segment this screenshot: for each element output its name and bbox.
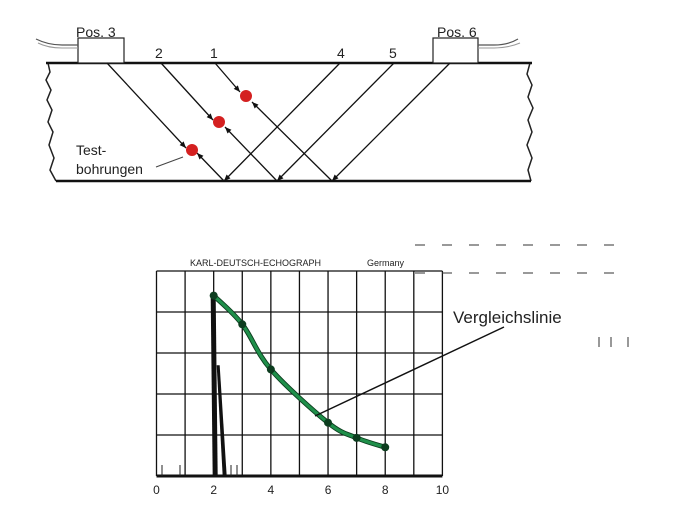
cable-right bbox=[478, 38, 519, 46]
x-tick-label: 0 bbox=[153, 483, 160, 497]
sound-beam bbox=[160, 62, 214, 121]
test-holes-label-line1: Test- bbox=[76, 142, 107, 158]
x-tick-label: 10 bbox=[436, 483, 450, 497]
x-tick-label: 2 bbox=[210, 483, 217, 497]
echograph-chart: KARL-DEUTSCH-ECHOGRAPH Germany 0 2 4 6 8 10 V… bbox=[153, 244, 629, 497]
beam-label-1: 1 bbox=[210, 45, 218, 61]
arrow-head-icon bbox=[224, 174, 231, 181]
probe-pos6 bbox=[432, 37, 479, 64]
x-tick-label: 6 bbox=[325, 483, 332, 497]
arrow-head-icon bbox=[179, 141, 186, 148]
cable-right-2 bbox=[478, 42, 521, 49]
annotation-label: Vergleichslinie bbox=[453, 308, 562, 327]
arrow-head-icon bbox=[206, 113, 213, 120]
x-tick-label: 4 bbox=[268, 483, 275, 497]
test-hole bbox=[186, 144, 198, 156]
arrow-head-icon bbox=[225, 127, 232, 134]
test-hole bbox=[240, 90, 252, 102]
sound-beam bbox=[331, 62, 451, 182]
beam-label-5: 5 bbox=[389, 45, 397, 61]
data-point bbox=[238, 320, 247, 329]
annotation-leader bbox=[314, 326, 505, 417]
test-hole bbox=[213, 116, 225, 128]
x-tick-label: 8 bbox=[382, 483, 389, 497]
arrow-head-icon bbox=[332, 174, 339, 181]
chart-grid bbox=[155, 270, 444, 478]
block-left-edge bbox=[45, 62, 57, 182]
sound-beam bbox=[276, 62, 395, 182]
data-point bbox=[324, 418, 333, 427]
sound-beam bbox=[251, 101, 333, 182]
cable-left bbox=[35, 38, 78, 46]
test-block-diagram: Pos. 3 Pos. 6 2 1 4 5 Test- bohrungen bbox=[35, 24, 534, 183]
data-point bbox=[209, 291, 218, 300]
data-point bbox=[381, 443, 390, 452]
data-point bbox=[352, 433, 361, 442]
probe-pos3-label: Pos. 3 bbox=[76, 24, 116, 40]
arrow-head-icon bbox=[197, 153, 204, 160]
arrow-head-icon bbox=[252, 102, 259, 109]
sound-beams bbox=[106, 62, 451, 182]
beam-label-2: 2 bbox=[155, 45, 163, 61]
arrow-head-icon bbox=[277, 174, 284, 181]
probe-pos3 bbox=[77, 37, 125, 64]
chart-series bbox=[209, 291, 390, 476]
chart-title: KARL-DEUTSCH-ECHOGRAPH bbox=[190, 258, 321, 268]
echo-peak bbox=[210, 295, 218, 476]
echo-peak-tail bbox=[216, 365, 227, 476]
sound-beam bbox=[196, 152, 225, 182]
chart-subtitle: Germany bbox=[367, 258, 405, 268]
sound-beam bbox=[223, 62, 341, 182]
data-point bbox=[266, 365, 275, 374]
x-axis-ticks: 0 2 4 6 8 10 bbox=[153, 483, 449, 497]
cable-left-2 bbox=[37, 42, 78, 49]
arrow-head-icon bbox=[233, 85, 240, 92]
beam-label-4: 4 bbox=[337, 45, 345, 61]
probe-pos6-label: Pos. 6 bbox=[437, 24, 477, 40]
test-holes-label-line2: bohrungen bbox=[76, 161, 143, 177]
sound-beam bbox=[106, 62, 187, 149]
dashed-lines bbox=[415, 244, 629, 347]
test-holes bbox=[186, 90, 252, 156]
block-right-edge bbox=[526, 62, 534, 182]
test-holes-leader bbox=[155, 156, 184, 168]
